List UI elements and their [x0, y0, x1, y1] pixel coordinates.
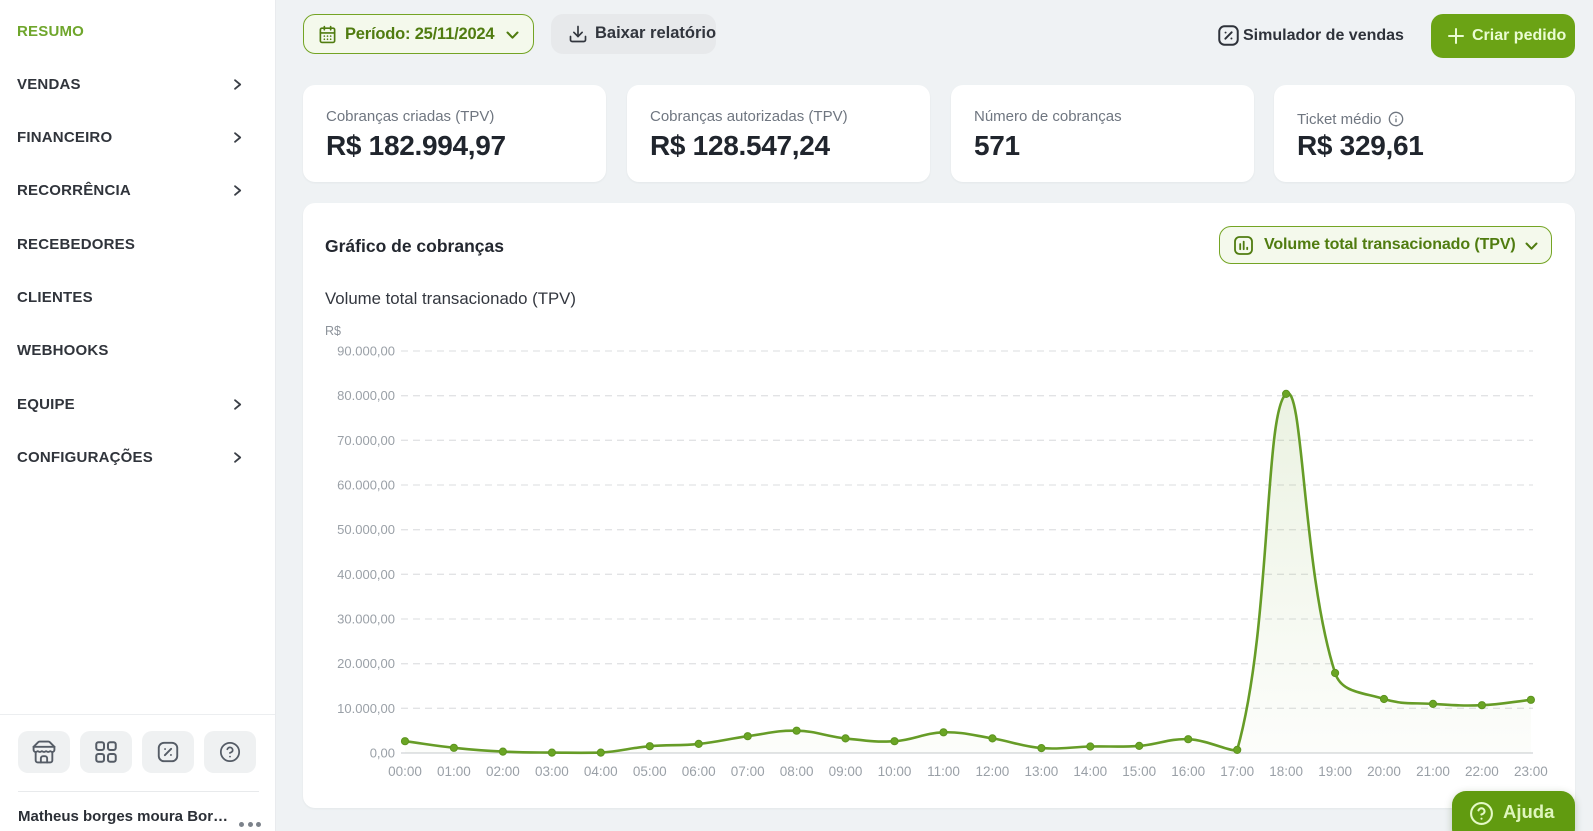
svg-text:11:00: 11:00 — [927, 764, 960, 779]
svg-text:17:00: 17:00 — [1220, 764, 1254, 779]
svg-text:20:00: 20:00 — [1367, 764, 1401, 779]
svg-text:16:00: 16:00 — [1171, 764, 1205, 779]
svg-text:22:00: 22:00 — [1465, 764, 1499, 779]
svg-text:01:00: 01:00 — [437, 764, 471, 779]
svg-text:0,00: 0,00 — [370, 746, 395, 761]
svg-text:10.000,00: 10.000,00 — [337, 701, 395, 716]
svg-text:23:00: 23:00 — [1514, 764, 1548, 779]
svg-text:60.000,00: 60.000,00 — [337, 478, 395, 493]
svg-text:14:00: 14:00 — [1073, 764, 1107, 779]
svg-text:50.000,00: 50.000,00 — [337, 522, 395, 537]
svg-text:06:00: 06:00 — [682, 764, 716, 779]
svg-text:03:00: 03:00 — [535, 764, 569, 779]
svg-text:30.000,00: 30.000,00 — [337, 612, 395, 627]
svg-text:10:00: 10:00 — [878, 764, 912, 779]
svg-text:70.000,00: 70.000,00 — [337, 433, 395, 448]
svg-text:13:00: 13:00 — [1025, 764, 1059, 779]
svg-text:19:00: 19:00 — [1318, 764, 1352, 779]
svg-text:00:00: 00:00 — [388, 764, 422, 779]
svg-text:12:00: 12:00 — [976, 764, 1010, 779]
svg-text:18:00: 18:00 — [1269, 764, 1303, 779]
svg-text:15:00: 15:00 — [1122, 764, 1156, 779]
svg-text:04:00: 04:00 — [584, 764, 618, 779]
svg-text:08:00: 08:00 — [780, 764, 814, 779]
svg-text:05:00: 05:00 — [633, 764, 667, 779]
svg-text:02:00: 02:00 — [486, 764, 520, 779]
svg-text:21:00: 21:00 — [1416, 764, 1450, 779]
svg-text:07:00: 07:00 — [731, 764, 765, 779]
svg-text:09:00: 09:00 — [829, 764, 863, 779]
svg-text:40.000,00: 40.000,00 — [337, 567, 395, 582]
svg-text:80.000,00: 80.000,00 — [337, 388, 395, 403]
svg-text:20.000,00: 20.000,00 — [337, 656, 395, 671]
svg-text:90.000,00: 90.000,00 — [337, 344, 395, 359]
